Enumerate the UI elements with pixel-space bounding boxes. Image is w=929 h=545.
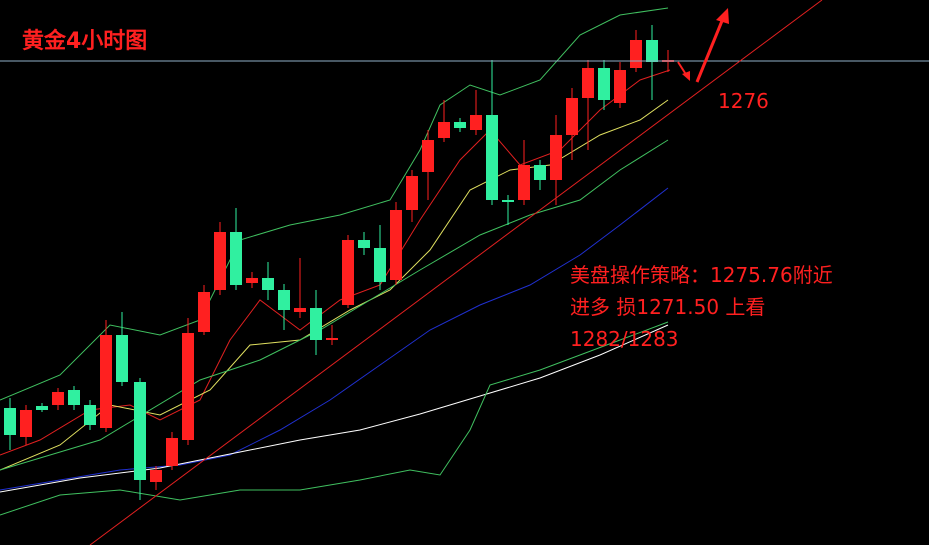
strategy-line: 1282/1283 — [570, 327, 679, 351]
candle-body — [294, 308, 306, 312]
candle-body — [230, 232, 242, 285]
candle-body — [326, 338, 338, 340]
candle-body — [454, 122, 466, 128]
candle-body — [438, 122, 450, 138]
candle-body — [646, 40, 658, 62]
candle-body — [134, 382, 146, 480]
plot — [0, 7, 674, 516]
candle-body — [470, 115, 482, 130]
candle-body — [566, 98, 578, 135]
candle-body — [68, 390, 80, 405]
trend-line — [89, 0, 823, 545]
candle-body — [182, 333, 194, 440]
candle-body — [310, 308, 322, 340]
candle-body — [422, 140, 434, 172]
candle-body — [406, 176, 418, 210]
candle-body — [550, 135, 562, 180]
strategy-line: 进多 损1271.50 上看 — [570, 295, 765, 319]
candle-body — [390, 210, 402, 280]
candle-body — [278, 290, 290, 310]
ma-slow — [0, 324, 669, 493]
strategy-line: 美盘操作策略：1275.76附近 — [570, 263, 833, 287]
candle-body — [262, 278, 274, 290]
ma-long — [0, 187, 669, 491]
candle-body — [4, 408, 16, 435]
candle-body — [36, 406, 48, 410]
chart-title: 黄金4小时图 — [22, 28, 147, 54]
candle-body — [502, 200, 514, 202]
candle-body — [100, 335, 112, 428]
candle-body — [374, 248, 386, 282]
candle-body — [598, 68, 610, 100]
candle-body — [52, 392, 64, 405]
up-arrow — [695, 15, 726, 83]
candle-body — [214, 232, 226, 290]
candle-body — [342, 240, 354, 305]
candle-body — [116, 335, 128, 382]
up-arrow-head — [716, 8, 729, 24]
candle-body — [534, 165, 546, 180]
candle-body — [150, 470, 162, 482]
candle-body — [486, 115, 498, 200]
candle-body — [166, 438, 178, 466]
band-upper — [0, 7, 669, 401]
candle-body — [614, 70, 626, 103]
candle-body — [630, 40, 642, 68]
candle-body — [358, 240, 370, 248]
candle-body — [198, 292, 210, 332]
down-arrow-head — [682, 71, 690, 81]
candle-body — [84, 405, 96, 425]
candle-body — [518, 165, 530, 200]
candle-body — [246, 278, 258, 283]
candle-body — [582, 68, 594, 98]
level-label: 1276 — [718, 89, 769, 113]
candle-body — [20, 410, 32, 437]
